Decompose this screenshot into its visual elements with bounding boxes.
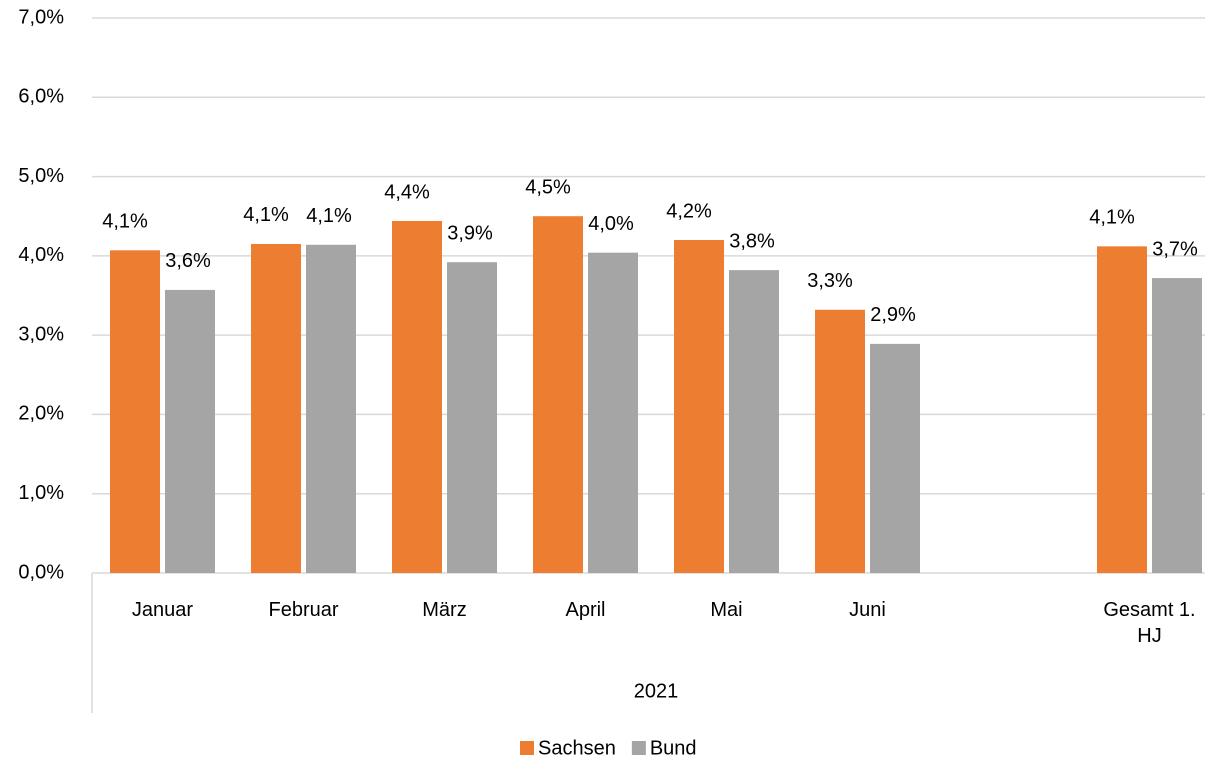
data-label: 3,7% [1152,238,1198,260]
data-label: 3,3% [807,270,853,292]
y-tick-label: 4,0% [18,244,64,266]
data-label: 4,5% [525,176,571,198]
y-tick-label: 2,0% [18,403,64,425]
data-label: 3,6% [165,250,211,272]
data-label: 4,1% [306,205,352,227]
legend-label: Bund [650,737,697,759]
bar [870,343,920,573]
legend-label: Sachsen [538,737,616,759]
y-tick-label: 6,0% [18,86,64,108]
data-label: 4,2% [666,200,712,222]
x-tick-label: April [565,599,606,621]
legend-swatch [631,741,646,755]
x-tick-label: Juni [849,599,886,621]
data-label: 2,9% [870,304,916,326]
y-tick-label: 1,0% [18,482,64,504]
bar [588,252,638,573]
bar [392,220,442,573]
bar [447,262,497,573]
bar [674,240,724,573]
data-label: 4,1% [102,211,148,233]
bar [251,243,301,573]
y-tick-label: 7,0% [18,6,64,28]
legend-swatch [520,741,534,755]
y-tick-label: 5,0% [18,165,64,187]
x-tick-label: Januar [131,599,194,621]
x-tick-label: März [422,599,467,621]
x-tick-label: Februar [268,599,339,621]
data-label: 3,9% [447,222,493,244]
x-tick-label: Gesamt 1. HJ [1103,599,1196,647]
bar [533,216,583,573]
bar [306,244,356,573]
bar [815,309,865,573]
x-tick-label: Mai [710,599,743,621]
data-label: 4,4% [384,181,430,203]
bar [1097,246,1147,574]
bar [729,270,779,573]
bar [165,289,215,573]
data-label: 4,1% [1089,207,1135,229]
y-tick-label: 3,0% [18,323,64,345]
group-label: 2021 [634,680,679,702]
data-label: 3,8% [729,230,775,252]
bar [1152,278,1202,573]
y-tick-label: 0,0% [18,561,64,583]
bar [110,250,160,574]
data-label: 4,0% [588,213,634,235]
data-label: 4,1% [243,204,289,226]
